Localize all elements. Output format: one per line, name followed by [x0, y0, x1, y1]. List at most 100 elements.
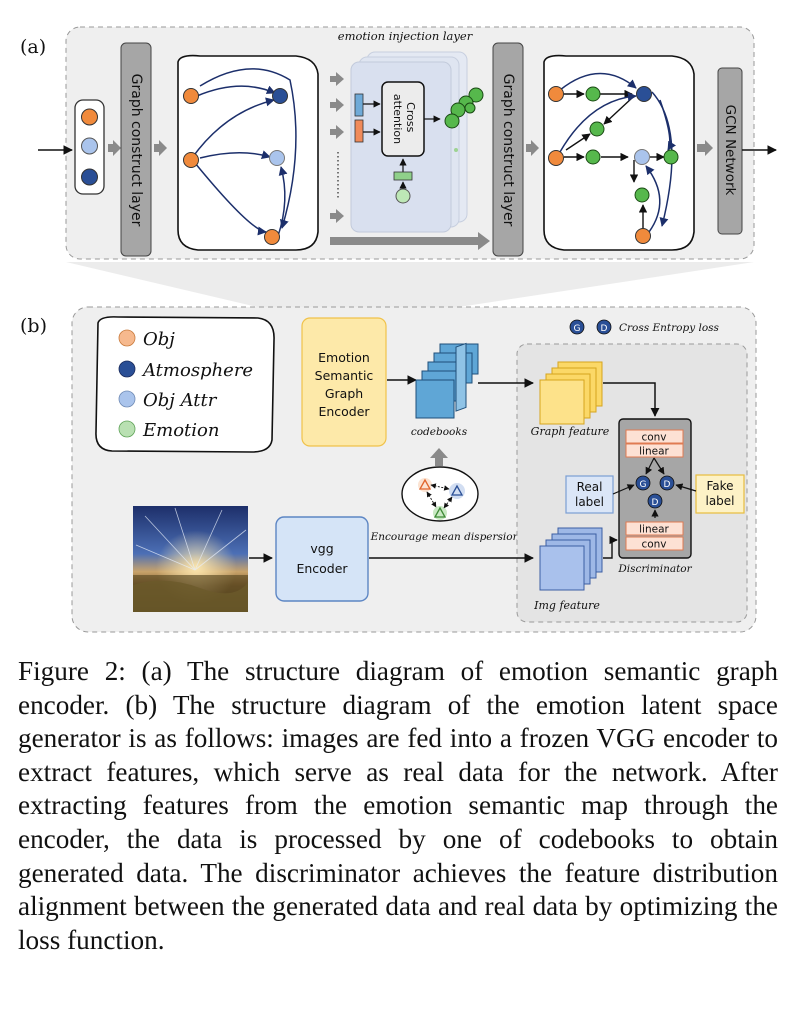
graph2-obj-node-3 [635, 228, 651, 244]
graph-feature-stack [539, 361, 603, 425]
dispersion-obj-triangle [418, 478, 432, 490]
cross-attention-label: Cross attention [391, 94, 417, 144]
zoom-connector [66, 262, 754, 318]
gcn-network-block [717, 67, 743, 235]
gcn-network-label: GCN Network [722, 105, 738, 196]
stack-arrow-4 [330, 209, 344, 223]
graph2-objattr-node [634, 149, 650, 165]
bypass-arrow [330, 232, 490, 250]
dispersion-attr-triangle [450, 484, 464, 496]
graph-2-box [543, 54, 695, 251]
stack-arrow-1 [330, 72, 344, 86]
dispersion-emotion-triangle [433, 506, 447, 518]
encoder-line-4: Encoder [318, 404, 370, 419]
disc-g-badge [635, 475, 651, 491]
disc-g-text: G [640, 480, 647, 490]
img-feature-stack [539, 527, 603, 591]
disc-linear-bottom-label: linear [639, 524, 669, 536]
vgg-line-1: vgg [310, 541, 333, 556]
graph-construct-layer-2 [492, 42, 524, 257]
emotion-input-node [395, 188, 411, 204]
ce-d-text: D [601, 324, 608, 334]
real-label-line-2: label [575, 495, 604, 509]
stack-arrow-3 [330, 125, 344, 139]
graph-construct-layer-1 [120, 42, 152, 257]
graph2-emotion-node-1 [585, 86, 601, 102]
img-feature-label: Img feature [533, 599, 600, 612]
cross-entropy-label: Cross Entropy loss [619, 322, 720, 334]
panel-a: (a) Graph construct layer em [20, 26, 777, 260]
grey-arrow-1 [108, 140, 121, 156]
codebooks-label: codebooks [411, 426, 468, 438]
cross-attention-line-1: Cross [404, 102, 417, 132]
stack-arrow-2 [330, 98, 344, 112]
emotion-injection-title: emotion injection layer [338, 29, 474, 43]
disc-conv-top [625, 429, 684, 444]
emotion-output-nodes [444, 87, 484, 152]
codebooks-stack [415, 342, 479, 419]
graph-construct-layer-2-label: Graph construct layer [500, 74, 516, 227]
ce-g-badge [569, 319, 585, 335]
architecture-figure: (a) Graph construct layer em [20, 26, 777, 633]
grey-arrow-3 [526, 140, 539, 156]
disc-linear-bottom [625, 521, 684, 536]
feature-to-disc-arrow [603, 382, 660, 417]
graph2-obj-node-2 [548, 150, 564, 166]
legend-obj-label: Obj [143, 329, 175, 350]
encoder-line-1: Emotion [318, 350, 370, 365]
fake-label-line-1: Fake [706, 479, 733, 493]
legend-objattr-label: Obj Attr [143, 390, 218, 411]
encourage-label: Encourage mean dispersion [370, 531, 520, 543]
input-atmosphere-node [81, 168, 98, 186]
graph1-obj-node-1 [183, 88, 199, 104]
legend-emotion-swatch [118, 420, 136, 438]
graph2-emotion-node-5 [634, 187, 650, 203]
graph1-atmosphere-node [272, 88, 288, 104]
graph1-objattr-node [269, 150, 285, 166]
legend-objattr-swatch [118, 390, 136, 408]
disc-linear-top-label: linear [639, 446, 669, 458]
graph2-emotion-node-4 [663, 149, 679, 165]
disc-linear-top [625, 443, 684, 458]
fake-label-line-2: label [705, 494, 734, 508]
discriminator-label: Discriminator [617, 563, 692, 575]
vgg-encoder [275, 516, 369, 602]
graph2-emotion-node-2 [589, 121, 605, 137]
grey-arrow-4 [697, 140, 713, 156]
ce-d-badge [596, 319, 612, 335]
ce-g-text: G [574, 324, 581, 334]
emotion-token-bar [393, 171, 413, 181]
panel-b: (b) Obj Atmosphere Obj Attr Emotion Emot… [20, 306, 757, 633]
disc-d-text-1: D [664, 480, 671, 490]
graph2-obj-node-1 [548, 86, 564, 102]
figure-caption: Figure 2: (a) The structure diagram of e… [18, 656, 778, 955]
panel-b-tag: (b) [20, 315, 47, 337]
real-label-line-1: Real [577, 480, 603, 494]
fake-label-box [695, 474, 745, 514]
graph-construct-layer-1-label: Graph construct layer [128, 74, 144, 227]
encoder-line-3: Graph [325, 386, 363, 401]
encoder-line-2: Semantic [315, 368, 374, 383]
graph2-atmosphere-node [636, 86, 652, 102]
panel-a-tag: (a) [20, 36, 46, 58]
graph-feature-label: Graph feature [531, 425, 610, 438]
query-token-bar [354, 93, 364, 117]
grey-arrow-2 [154, 140, 167, 156]
input-objattr-node [81, 137, 98, 155]
disc-d-text-2: D [652, 498, 659, 508]
disc-d-badge-2 [647, 493, 663, 509]
graph1-obj-node-3 [264, 229, 280, 245]
disc-d-badge-1 [659, 475, 675, 491]
graph2-emotion-node-3 [585, 149, 601, 165]
disc-conv-bottom-label: conv [641, 539, 666, 551]
vgg-line-2: Encoder [296, 561, 348, 576]
legend-obj-swatch [118, 329, 136, 347]
legend-box [95, 316, 275, 453]
key-token-bar [354, 119, 364, 143]
legend-atmosphere-swatch [118, 360, 136, 378]
disc-conv-top-label: conv [641, 432, 666, 444]
real-label-box [565, 475, 614, 514]
disc-conv-bottom [625, 536, 684, 551]
legend-emotion-label: Emotion [142, 420, 219, 441]
dispersion-arrow [430, 448, 448, 466]
